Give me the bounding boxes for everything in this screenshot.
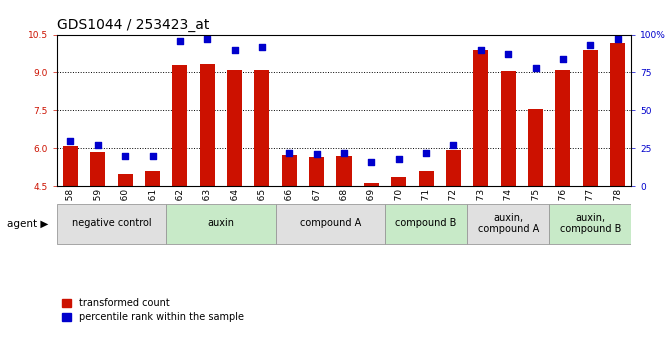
Bar <box>473 50 488 186</box>
Point <box>174 38 185 43</box>
Bar <box>582 50 598 186</box>
Point <box>530 65 541 71</box>
Point <box>65 138 75 144</box>
Bar <box>63 146 78 186</box>
Bar <box>549 204 631 244</box>
Bar <box>500 71 516 186</box>
Bar <box>467 204 549 244</box>
Text: auxin: auxin <box>208 218 234 228</box>
Bar <box>337 156 351 186</box>
Bar <box>255 70 269 186</box>
Bar <box>227 70 242 186</box>
Point <box>120 153 130 159</box>
Bar <box>90 152 106 186</box>
Legend: transformed count, percentile rank within the sample: transformed count, percentile rank withi… <box>61 298 244 322</box>
Text: auxin,
compound B: auxin, compound B <box>560 213 621 234</box>
Point <box>92 142 103 148</box>
Bar <box>391 177 406 186</box>
Point <box>393 156 404 162</box>
Point <box>257 44 267 49</box>
Point <box>311 152 322 157</box>
Text: negative control: negative control <box>71 218 152 228</box>
Text: auxin,
compound A: auxin, compound A <box>478 213 539 234</box>
Point <box>421 150 432 156</box>
Point <box>613 36 623 42</box>
Point <box>366 159 377 165</box>
Text: compound B: compound B <box>395 218 457 228</box>
Bar <box>282 155 297 186</box>
Bar <box>145 171 160 186</box>
Text: GDS1044 / 253423_at: GDS1044 / 253423_at <box>57 18 209 32</box>
Bar <box>166 204 276 244</box>
Bar <box>446 150 461 186</box>
Point <box>448 142 459 148</box>
Text: agent ▶: agent ▶ <box>7 219 48 229</box>
Bar <box>118 174 133 186</box>
Point <box>202 36 212 42</box>
Bar <box>419 171 434 186</box>
Point <box>339 150 349 156</box>
Bar <box>364 183 379 186</box>
Point <box>585 42 596 48</box>
Bar <box>385 204 467 244</box>
Bar <box>172 65 188 186</box>
Point <box>147 153 158 159</box>
Text: compound A: compound A <box>300 218 361 228</box>
Point <box>558 56 568 61</box>
Point <box>284 150 295 156</box>
Bar <box>610 43 625 186</box>
Bar <box>528 109 543 186</box>
Bar <box>309 157 324 186</box>
Bar <box>276 204 385 244</box>
Bar <box>200 63 214 186</box>
Point <box>476 47 486 52</box>
Point <box>229 47 240 52</box>
Bar <box>57 204 166 244</box>
Bar <box>555 70 570 186</box>
Point <box>503 51 514 57</box>
